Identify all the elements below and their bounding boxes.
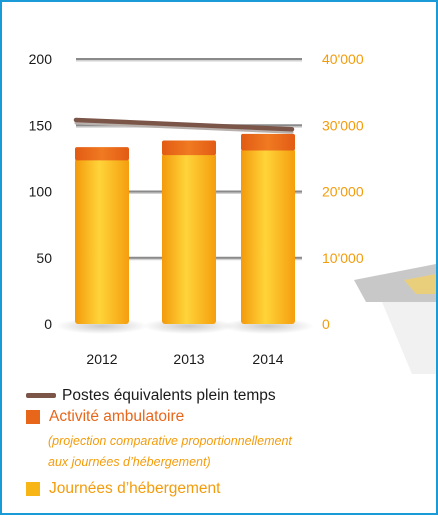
bar-hebergement xyxy=(75,158,129,324)
y-right-tick-label: 40'000 xyxy=(322,51,364,67)
legend-item-postes: Postes équivalents plein temps xyxy=(26,385,426,406)
bar-ambulatoire xyxy=(162,140,216,156)
y-right-tick-label: 10'000 xyxy=(322,250,364,266)
background-decoration xyxy=(354,264,436,374)
y-left-tick-label: 0 xyxy=(44,316,52,332)
legend-note-line-1: (projection comparative proportionnellem… xyxy=(48,434,292,448)
bar-hebergement xyxy=(241,148,295,324)
y-right-tick-label: 20'000 xyxy=(322,184,364,200)
legend-item-ambulatoire: Activité ambulatoire xyxy=(26,406,426,427)
line-series-shadow xyxy=(74,121,294,134)
legend-label-postes: Postes équivalents plein temps xyxy=(62,386,276,404)
legend-label-hebergement: Journées d’hébergement xyxy=(49,479,221,497)
bar-hebergement xyxy=(162,153,216,324)
y-left-tick-label: 150 xyxy=(29,117,53,133)
y-left-tick-label: 100 xyxy=(29,184,53,200)
line-postes xyxy=(73,117,295,132)
bar-ambulatoire xyxy=(75,147,129,161)
y-left-tick-label: 200 xyxy=(29,51,53,67)
legend-line-swatch xyxy=(26,393,56,398)
axis-ticks: 0 0 50 10'000 100 20'000 150 30'000 200 40'000 201… xyxy=(29,51,364,367)
legend-label-ambulatoire: Activité ambulatoire xyxy=(49,407,185,425)
y-right-tick-label: 0 xyxy=(322,316,330,332)
y-left-tick-label: 50 xyxy=(36,250,52,266)
legend-swatch-hebergement xyxy=(26,481,40,496)
legend: Postes équivalents plein temps Activité … xyxy=(26,385,426,499)
x-category-label: 2014 xyxy=(252,351,283,367)
y-right-tick-label: 30'000 xyxy=(322,117,364,133)
legend-note-line-2: aux journées d’hébergement) xyxy=(48,455,211,469)
bar-ambulatoire xyxy=(241,133,295,151)
bars xyxy=(56,133,314,334)
legend-item-hebergement: Journées d’hébergement xyxy=(26,478,426,499)
x-category-label: 2012 xyxy=(86,351,117,367)
line-series xyxy=(73,117,295,134)
legend-swatch-ambulatoire xyxy=(26,409,40,424)
x-category-label: 2013 xyxy=(173,351,204,367)
